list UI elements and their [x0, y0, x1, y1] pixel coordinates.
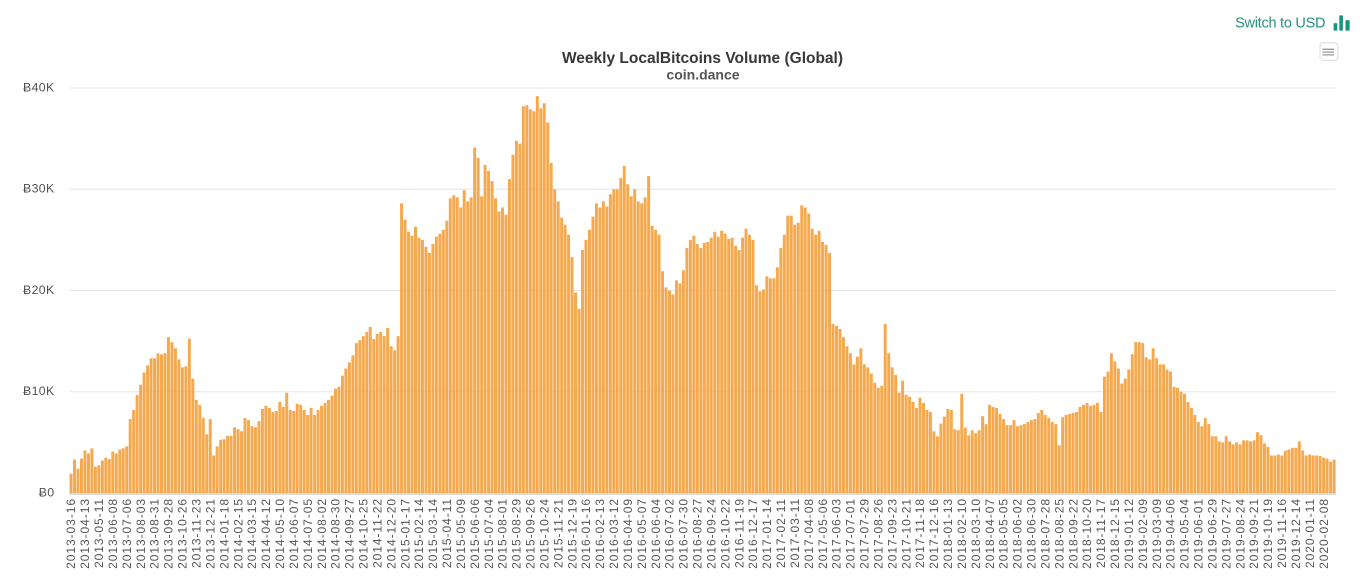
- svg-text:2013-09-28: 2013-09-28: [162, 498, 176, 569]
- svg-text:2015-02-14: 2015-02-14: [412, 498, 426, 569]
- svg-text:2019-03-09: 2019-03-09: [1150, 498, 1164, 569]
- svg-text:2017-06-03: 2017-06-03: [830, 498, 844, 569]
- svg-text:2016-10-22: 2016-10-22: [718, 498, 732, 569]
- svg-text:2019-08-24: 2019-08-24: [1233, 498, 1247, 569]
- svg-text:2018-08-25: 2018-08-25: [1052, 498, 1066, 569]
- svg-text:2016-08-27: 2016-08-27: [691, 498, 705, 569]
- svg-text:2019-04-06: 2019-04-06: [1164, 498, 1178, 569]
- svg-text:2017-11-18: 2017-11-18: [913, 498, 927, 568]
- svg-text:2018-12-15: 2018-12-15: [1108, 498, 1122, 569]
- svg-text:2017-12-16: 2017-12-16: [927, 498, 941, 569]
- svg-text:2013-03-16: 2013-03-16: [64, 498, 78, 569]
- svg-text:2014-08-30: 2014-08-30: [329, 498, 343, 569]
- svg-text:2015-12-19: 2015-12-19: [565, 498, 579, 569]
- svg-text:2018-02-10: 2018-02-10: [955, 498, 969, 569]
- svg-text:2016-07-30: 2016-07-30: [677, 498, 691, 569]
- svg-text:2017-01-14: 2017-01-14: [760, 498, 774, 569]
- svg-text:2016-11-19: 2016-11-19: [732, 498, 746, 568]
- svg-text:2016-04-09: 2016-04-09: [621, 498, 635, 569]
- svg-text:2014-12-20: 2014-12-20: [384, 498, 398, 569]
- svg-text:2018-06-02: 2018-06-02: [1011, 498, 1025, 569]
- svg-text:2018-11-17: 2018-11-17: [1094, 498, 1108, 568]
- svg-text:2016-05-07: 2016-05-07: [635, 498, 649, 569]
- svg-text:Ƀ30K: Ƀ30K: [23, 182, 55, 196]
- svg-text:2015-03-14: 2015-03-14: [426, 498, 440, 569]
- svg-text:Ƀ0: Ƀ0: [39, 485, 55, 499]
- svg-text:2013-06-08: 2013-06-08: [106, 498, 120, 569]
- svg-text:2019-07-27: 2019-07-27: [1219, 498, 1233, 569]
- svg-text:2018-09-22: 2018-09-22: [1066, 498, 1080, 569]
- svg-text:2018-06-30: 2018-06-30: [1025, 498, 1039, 569]
- svg-text:Weekly LocalBitcoins Volume (G: Weekly LocalBitcoins Volume (Global): [562, 50, 843, 67]
- svg-text:2018-04-07: 2018-04-07: [983, 498, 997, 569]
- svg-text:2019-01-12: 2019-01-12: [1122, 498, 1136, 569]
- svg-text:2019-09-21: 2019-09-21: [1247, 498, 1261, 569]
- svg-text:2013-08-03: 2013-08-03: [134, 498, 148, 569]
- svg-text:2017-02-11: 2017-02-11: [774, 498, 788, 568]
- svg-text:2015-01-17: 2015-01-17: [398, 498, 412, 569]
- svg-text:2017-08-26: 2017-08-26: [872, 498, 886, 569]
- svg-text:2019-12-14: 2019-12-14: [1289, 498, 1303, 569]
- svg-text:2015-08-29: 2015-08-29: [510, 498, 524, 569]
- svg-text:2015-11-21: 2015-11-21: [551, 498, 565, 568]
- svg-text:2017-04-08: 2017-04-08: [802, 498, 816, 569]
- svg-text:2018-01-13: 2018-01-13: [941, 498, 955, 569]
- svg-text:2016-03-12: 2016-03-12: [607, 498, 621, 569]
- svg-text:2014-10-25: 2014-10-25: [357, 498, 371, 569]
- svg-text:2014-11-22: 2014-11-22: [370, 498, 384, 568]
- svg-text:2019-02-09: 2019-02-09: [1136, 498, 1150, 569]
- svg-text:2019-06-01: 2019-06-01: [1192, 498, 1206, 569]
- svg-text:2016-02-13: 2016-02-13: [593, 498, 607, 569]
- svg-text:2017-10-21: 2017-10-21: [899, 498, 913, 569]
- svg-text:2017-07-01: 2017-07-01: [844, 498, 858, 569]
- svg-text:2017-03-11: 2017-03-11: [788, 498, 802, 568]
- svg-text:Ƀ10K: Ƀ10K: [23, 384, 55, 398]
- svg-text:2020-02-08: 2020-02-08: [1317, 498, 1331, 569]
- svg-text:2013-05-11: 2013-05-11: [92, 498, 106, 568]
- svg-text:Ƀ20K: Ƀ20K: [23, 283, 55, 297]
- svg-text:2015-04-11: 2015-04-11: [440, 498, 454, 568]
- svg-text:coin.dance: coin.dance: [666, 67, 739, 83]
- svg-text:2015-09-26: 2015-09-26: [524, 498, 538, 569]
- svg-text:2013-11-23: 2013-11-23: [190, 498, 204, 568]
- svg-text:2014-06-07: 2014-06-07: [287, 498, 301, 569]
- svg-text:2018-05-05: 2018-05-05: [997, 498, 1011, 569]
- svg-text:2013-12-21: 2013-12-21: [203, 498, 217, 569]
- svg-text:2016-09-24: 2016-09-24: [704, 498, 718, 569]
- svg-text:Ƀ40K: Ƀ40K: [23, 80, 55, 94]
- svg-text:2019-11-16: 2019-11-16: [1275, 498, 1289, 568]
- svg-text:2013-08-31: 2013-08-31: [148, 498, 162, 569]
- svg-text:2014-02-15: 2014-02-15: [231, 498, 245, 569]
- svg-text:2014-04-12: 2014-04-12: [259, 498, 273, 569]
- svg-text:2015-08-01: 2015-08-01: [496, 498, 510, 569]
- svg-text:2017-07-29: 2017-07-29: [858, 498, 872, 569]
- svg-text:2014-09-27: 2014-09-27: [343, 498, 357, 569]
- svg-text:2019-05-04: 2019-05-04: [1178, 498, 1192, 569]
- svg-text:2019-10-19: 2019-10-19: [1261, 498, 1275, 569]
- svg-text:2018-03-10: 2018-03-10: [969, 498, 983, 569]
- svg-text:Switch to USD: Switch to USD: [1235, 15, 1325, 31]
- svg-text:2016-01-16: 2016-01-16: [579, 498, 593, 569]
- svg-text:2016-07-02: 2016-07-02: [663, 498, 677, 569]
- svg-text:2015-05-09: 2015-05-09: [454, 498, 468, 569]
- svg-text:2020-01-11: 2020-01-11: [1303, 498, 1317, 568]
- svg-text:2016-12-17: 2016-12-17: [746, 498, 760, 569]
- svg-text:2014-07-05: 2014-07-05: [301, 498, 315, 569]
- svg-text:2014-01-18: 2014-01-18: [217, 498, 231, 569]
- svg-text:2018-07-28: 2018-07-28: [1039, 498, 1053, 569]
- svg-text:2013-04-13: 2013-04-13: [78, 498, 92, 569]
- svg-text:2018-10-20: 2018-10-20: [1080, 498, 1094, 569]
- svg-text:2017-09-23: 2017-09-23: [885, 498, 899, 569]
- svg-text:2014-08-02: 2014-08-02: [315, 498, 329, 569]
- svg-text:2015-10-24: 2015-10-24: [537, 498, 551, 569]
- svg-text:2014-05-10: 2014-05-10: [273, 498, 287, 569]
- svg-text:2014-03-15: 2014-03-15: [245, 498, 259, 569]
- svg-text:2016-06-04: 2016-06-04: [649, 498, 663, 569]
- svg-text:2013-10-26: 2013-10-26: [176, 498, 190, 569]
- svg-text:2013-07-06: 2013-07-06: [120, 498, 134, 569]
- svg-text:2015-06-06: 2015-06-06: [468, 498, 482, 569]
- svg-text:2017-05-06: 2017-05-06: [816, 498, 830, 569]
- svg-text:2019-06-29: 2019-06-29: [1206, 498, 1220, 569]
- svg-text:2015-07-04: 2015-07-04: [482, 498, 496, 569]
